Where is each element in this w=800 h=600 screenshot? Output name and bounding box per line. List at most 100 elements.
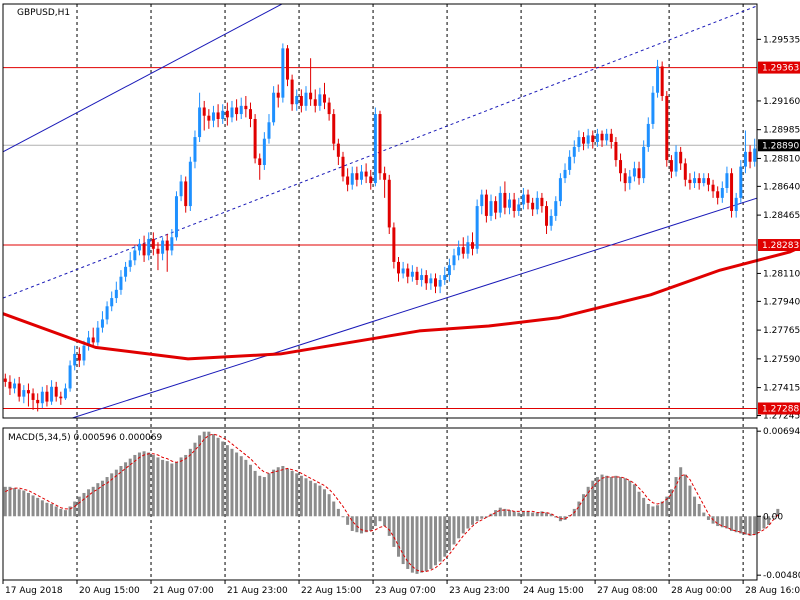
- macd-bar[interactable]: [545, 512, 549, 517]
- bull-candle[interactable]: [262, 138, 266, 165]
- macd-bar[interactable]: [586, 486, 590, 517]
- macd-bar[interactable]: [22, 490, 26, 517]
- macd-bar[interactable]: [216, 437, 220, 517]
- macd-bar[interactable]: [207, 431, 211, 517]
- macd-bar[interactable]: [137, 452, 141, 517]
- macd-bar[interactable]: [184, 454, 188, 517]
- macd-bar[interactable]: [484, 516, 488, 518]
- macd-bar[interactable]: [392, 516, 396, 547]
- bull-candle[interactable]: [475, 206, 479, 249]
- macd-bar[interactable]: [619, 477, 623, 517]
- bear-candle[interactable]: [415, 271, 419, 280]
- channel-line[interactable]: [3, 2, 766, 299]
- macd-bar[interactable]: [73, 501, 77, 517]
- macd-bar[interactable]: [170, 463, 174, 517]
- macd-bar[interactable]: [757, 516, 761, 531]
- bull-candle[interactable]: [22, 390, 26, 397]
- bull-candle[interactable]: [443, 275, 447, 280]
- bull-candle[interactable]: [595, 133, 599, 142]
- macd-bar[interactable]: [369, 516, 373, 531]
- macd-bar[interactable]: [683, 474, 687, 517]
- macd-bar[interactable]: [387, 516, 391, 536]
- macd-bar[interactable]: [82, 492, 86, 517]
- bear-candle[interactable]: [461, 247, 465, 254]
- bull-candle[interactable]: [272, 92, 276, 123]
- macd-bar[interactable]: [508, 510, 512, 517]
- bear-candle[interactable]: [45, 391, 49, 402]
- bear-candle[interactable]: [3, 378, 7, 382]
- bull-candle[interactable]: [96, 327, 100, 343]
- macd-bar[interactable]: [355, 516, 359, 533]
- macd-bar[interactable]: [521, 511, 525, 517]
- bear-candle[interactable]: [341, 156, 345, 177]
- macd-bar[interactable]: [429, 516, 433, 569]
- bull-candle[interactable]: [563, 169, 567, 179]
- bear-candle[interactable]: [582, 137, 586, 144]
- macd-bar[interactable]: [50, 504, 54, 517]
- macd-bar[interactable]: [341, 516, 345, 518]
- bull-candle[interactable]: [318, 94, 322, 106]
- macd-bar[interactable]: [669, 489, 673, 517]
- bull-candle[interactable]: [124, 266, 128, 277]
- bear-candle[interactable]: [711, 184, 715, 192]
- macd-bar[interactable]: [702, 512, 706, 517]
- bear-candle[interactable]: [54, 386, 58, 397]
- macd-bar[interactable]: [322, 489, 326, 517]
- bull-candle[interactable]: [535, 197, 539, 210]
- macd-bar[interactable]: [230, 448, 234, 517]
- bull-candle[interactable]: [457, 247, 461, 256]
- macd-bar[interactable]: [753, 516, 757, 535]
- bear-candle[interactable]: [8, 381, 12, 389]
- bear-candle[interactable]: [591, 135, 595, 142]
- macd-bar[interactable]: [771, 516, 775, 518]
- bear-candle[interactable]: [309, 92, 313, 100]
- macd-bar[interactable]: [299, 475, 303, 517]
- bull-candle[interactable]: [480, 194, 484, 207]
- macd-bar[interactable]: [531, 512, 535, 517]
- bear-candle[interactable]: [471, 242, 475, 249]
- macd-bar[interactable]: [105, 477, 109, 517]
- bear-candle[interactable]: [619, 160, 623, 174]
- bull-candle[interactable]: [753, 148, 757, 162]
- macd-bar[interactable]: [535, 512, 539, 517]
- macd-bar[interactable]: [471, 516, 475, 525]
- macd-bar[interactable]: [595, 477, 599, 517]
- bear-candle[interactable]: [156, 248, 160, 254]
- moving-average-line[interactable]: [2, 227, 800, 361]
- macd-bar[interactable]: [40, 500, 44, 517]
- bear-candle[interactable]: [531, 202, 535, 210]
- bull-candle[interactable]: [133, 250, 137, 261]
- bull-candle[interactable]: [517, 204, 521, 211]
- macd-bar[interactable]: [309, 480, 313, 517]
- bull-candle[interactable]: [239, 105, 243, 115]
- macd-bar[interactable]: [688, 485, 692, 517]
- macd-bar[interactable]: [762, 516, 766, 529]
- macd-bar[interactable]: [267, 473, 271, 517]
- bear-candle[interactable]: [216, 112, 220, 119]
- bull-candle[interactable]: [198, 107, 202, 138]
- bear-candle[interactable]: [484, 194, 488, 216]
- macd-bar[interactable]: [68, 506, 72, 517]
- bear-candle[interactable]: [600, 133, 604, 141]
- macd-bar[interactable]: [498, 507, 502, 517]
- macd-bar[interactable]: [133, 454, 137, 517]
- bear-candle[interactable]: [748, 151, 752, 162]
- macd-bar[interactable]: [716, 516, 720, 527]
- macd-bar[interactable]: [253, 470, 257, 517]
- macd-bar[interactable]: [87, 489, 91, 517]
- bull-candle[interactable]: [119, 276, 123, 290]
- macd-bar[interactable]: [276, 467, 280, 517]
- macd-bar[interactable]: [739, 516, 743, 534]
- bear-candle[interactable]: [406, 268, 410, 277]
- bull-candle[interactable]: [193, 137, 197, 162]
- macd-bar[interactable]: [420, 516, 424, 573]
- bear-candle[interactable]: [716, 191, 720, 198]
- bull-candle[interactable]: [295, 96, 299, 105]
- bull-candle[interactable]: [508, 199, 512, 208]
- macd-bar[interactable]: [443, 516, 447, 557]
- macd-bar[interactable]: [313, 483, 317, 517]
- bear-candle[interactable]: [346, 176, 350, 185]
- macd-bar[interactable]: [202, 431, 206, 517]
- macd-bar[interactable]: [554, 516, 558, 518]
